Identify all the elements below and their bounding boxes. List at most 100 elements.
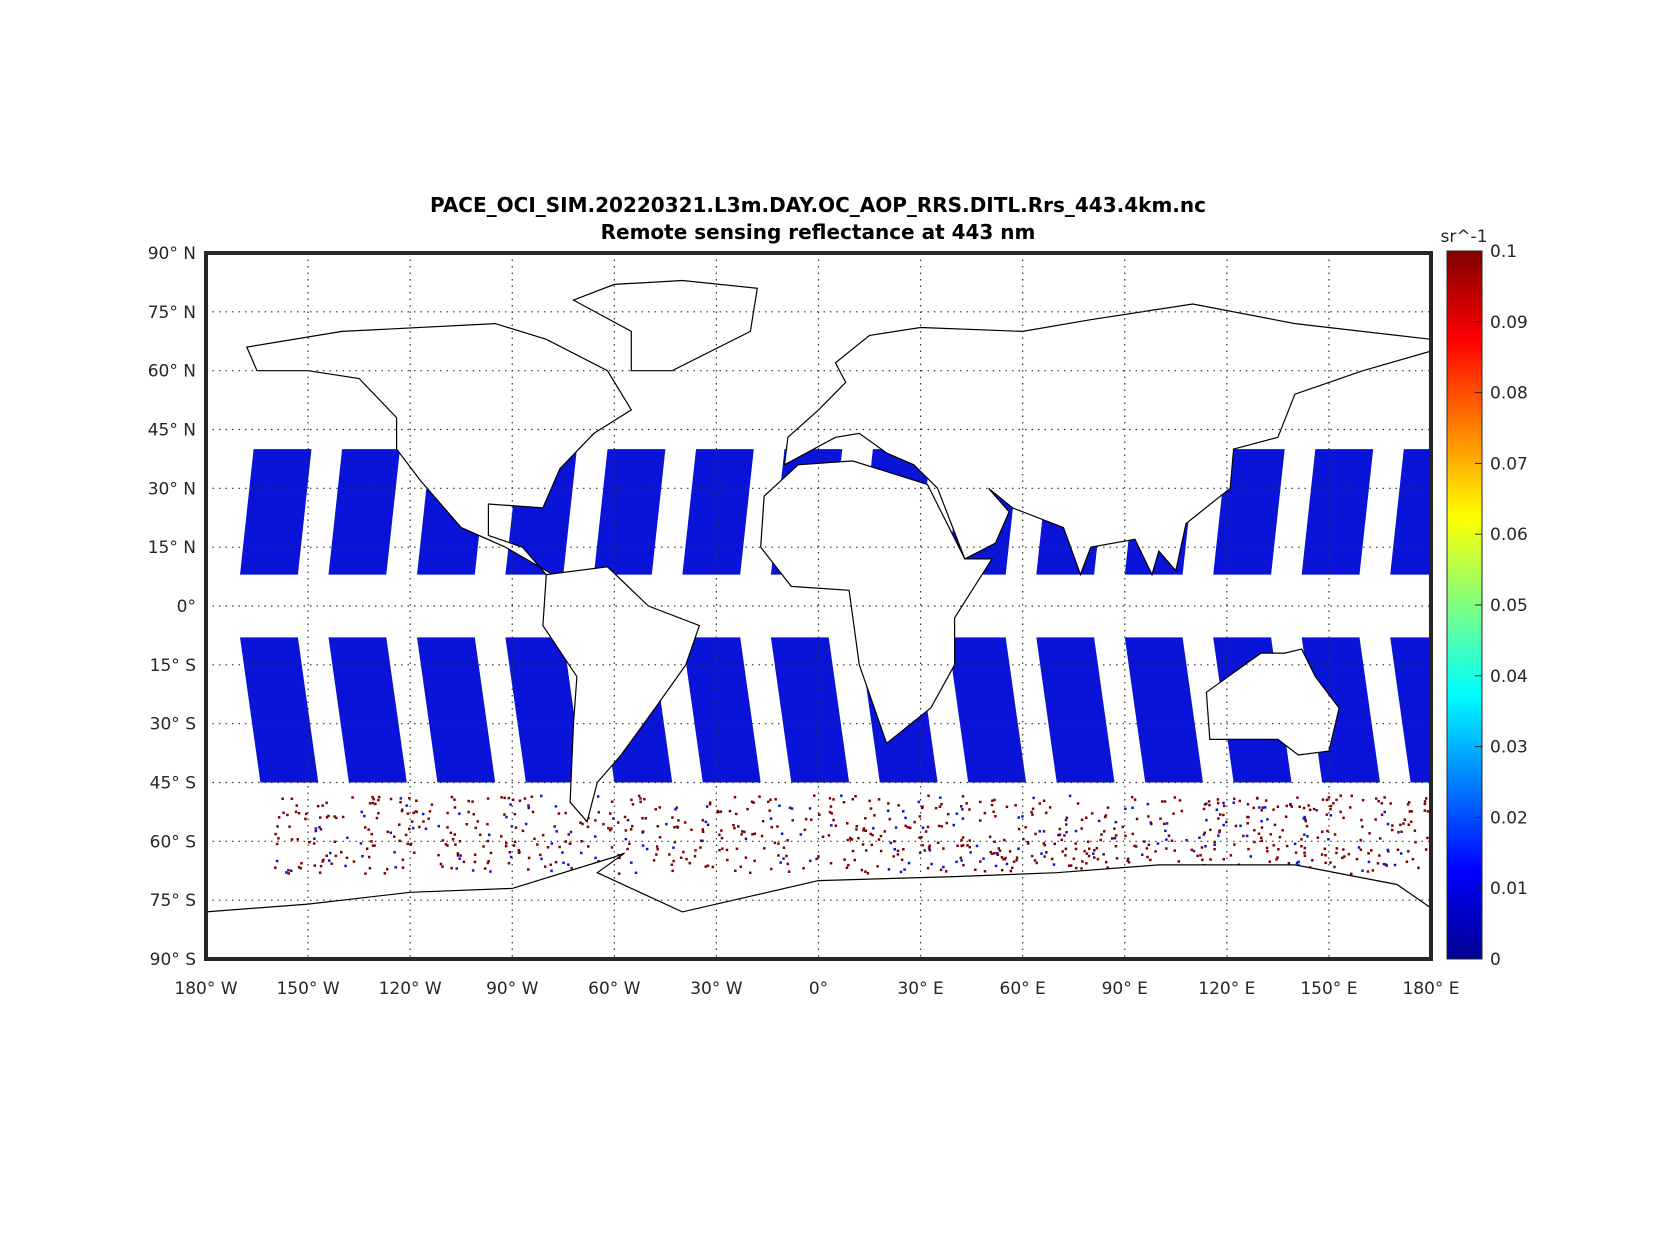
data-pixel xyxy=(1165,838,1168,841)
data-pixel xyxy=(1263,806,1267,809)
data-pixel xyxy=(486,839,490,843)
data-pixel xyxy=(325,854,328,857)
data-pixel xyxy=(961,844,965,847)
data-pixel xyxy=(1326,829,1329,833)
data-pixel xyxy=(564,840,568,843)
data-pixel xyxy=(607,826,610,830)
data-pixel xyxy=(514,826,518,829)
data-pixel xyxy=(968,808,971,811)
data-pixel xyxy=(602,822,605,826)
data-pixel xyxy=(1201,858,1204,862)
data-pixel xyxy=(1017,847,1020,850)
data-pixel xyxy=(701,839,704,843)
data-pixel xyxy=(938,805,942,808)
data-pixel xyxy=(763,847,766,850)
data-pixel xyxy=(956,844,959,847)
data-pixel xyxy=(1368,832,1371,835)
data-pixel xyxy=(308,841,311,844)
data-pixel xyxy=(361,854,364,858)
data-pixel xyxy=(1050,857,1054,861)
data-pixel xyxy=(630,798,633,802)
data-pixel xyxy=(1304,819,1307,823)
data-pixel xyxy=(459,854,462,857)
data-pixel xyxy=(675,825,679,828)
data-pixel xyxy=(939,868,943,872)
data-pixel xyxy=(1302,817,1305,820)
data-pixel xyxy=(398,823,401,826)
data-pixel xyxy=(486,797,490,800)
data-pixel xyxy=(446,844,449,847)
data-pixel xyxy=(1327,796,1331,799)
data-pixel xyxy=(371,801,375,805)
colorbar-tick-label: 0.08 xyxy=(1490,384,1528,404)
data-pixel xyxy=(453,806,457,809)
data-pixel xyxy=(1164,829,1167,833)
data-pixel xyxy=(473,860,477,864)
data-pixel xyxy=(1213,847,1216,851)
data-pixel xyxy=(462,860,466,864)
x-tick-label: 60° W xyxy=(588,979,641,999)
data-pixel xyxy=(314,829,318,833)
data-pixel xyxy=(701,830,705,833)
data-pixel xyxy=(1303,815,1306,819)
data-pixel xyxy=(1386,822,1390,826)
data-pixel xyxy=(507,796,511,800)
data-pixel xyxy=(513,812,517,816)
data-pixel xyxy=(706,823,710,827)
data-pixel xyxy=(1069,864,1073,867)
data-pixel xyxy=(899,870,903,874)
data-swath-north xyxy=(328,449,400,575)
data-pixel xyxy=(955,812,959,815)
data-pixel xyxy=(1058,827,1062,831)
data-pixel xyxy=(400,809,404,813)
data-pixel xyxy=(1003,838,1006,842)
data-pixel xyxy=(1284,815,1288,818)
data-pixel xyxy=(1064,847,1068,851)
data-pixel xyxy=(1149,858,1152,862)
data-pixel xyxy=(743,830,746,834)
data-pixel xyxy=(988,835,992,839)
data-pixel xyxy=(290,838,294,841)
data-pixel xyxy=(1085,862,1088,865)
data-pixel xyxy=(1177,860,1180,863)
data-pixel xyxy=(872,827,875,830)
data-pixel xyxy=(962,863,965,867)
data-pixel xyxy=(927,846,931,849)
data-pixel xyxy=(733,826,736,830)
data-pixel xyxy=(869,807,873,810)
data-pixel xyxy=(345,856,349,860)
data-pixel xyxy=(1399,852,1403,855)
data-pixel xyxy=(1145,847,1149,850)
data-pixel xyxy=(672,846,675,849)
data-pixel xyxy=(511,798,515,802)
data-pixel xyxy=(1043,855,1046,858)
data-pixel xyxy=(904,816,907,820)
data-pixel xyxy=(1303,851,1306,854)
data-swath-south xyxy=(505,637,584,783)
data-pixel xyxy=(920,836,923,839)
data-pixel xyxy=(567,863,570,866)
data-pixel xyxy=(610,846,614,849)
data-pixel xyxy=(1192,849,1196,853)
data-pixel xyxy=(1063,834,1066,837)
data-pixel xyxy=(969,851,972,854)
data-pixel xyxy=(1096,857,1100,861)
data-pixel xyxy=(428,810,432,813)
data-pixel xyxy=(773,841,777,845)
data-pixel xyxy=(414,810,418,813)
data-pixel xyxy=(415,799,418,802)
data-pixel xyxy=(927,794,930,797)
data-pixel xyxy=(787,870,791,873)
data-pixel xyxy=(855,825,858,828)
data-pixel xyxy=(1277,848,1280,851)
data-pixel xyxy=(1423,802,1427,806)
data-pixel xyxy=(295,804,298,807)
data-pixel xyxy=(375,816,379,820)
data-pixel xyxy=(1042,799,1046,802)
data-pixel xyxy=(720,829,723,832)
data-pixel xyxy=(550,842,554,845)
data-pixel xyxy=(1103,815,1107,819)
data-swath-south xyxy=(240,637,319,783)
data-pixel xyxy=(1281,829,1284,832)
